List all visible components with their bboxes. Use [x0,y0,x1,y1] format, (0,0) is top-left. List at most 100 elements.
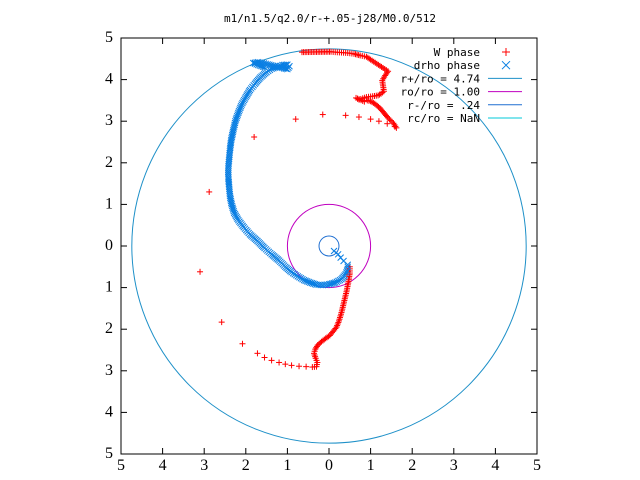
radius-circle [318,235,340,257]
w-phase-point [206,188,213,195]
w-phase-point [345,280,352,287]
drho-phase-point [335,277,342,285]
w-phase-point [239,340,246,347]
w-phase-point [389,118,396,125]
w-phase-point [342,112,349,119]
drho-phase-point [342,269,350,276]
w-phase-point [340,300,347,307]
x-tick-label: 1 [367,457,375,474]
legend-label: r+/ro = 4.74 [401,72,481,85]
w-phase-point [319,337,326,344]
drho-phase-point [229,130,236,137]
w-phase-point [366,55,373,62]
legend-swatch [502,48,510,56]
x-tick-label: 4 [159,457,167,474]
w-phase-point [324,334,331,341]
drho-phase-point [224,168,232,175]
w-phase-point [381,74,388,81]
w-phase-point [352,51,359,58]
w-phase-point [197,268,204,275]
w-phase-point [327,331,334,338]
radius-circle [286,203,372,289]
drho-phase-point [328,280,336,287]
y-tick-label: 0 [105,237,113,254]
drho-phase-point [226,187,233,194]
data-points [197,48,400,371]
w-phase-point [384,120,391,127]
w-phase-point [379,79,386,86]
drho-phase-point [323,281,331,288]
drho-phase-point [296,273,303,281]
drho-phase-point [233,112,241,120]
legend-swatch [501,60,511,70]
w-phase-point [254,350,261,357]
w-phase-point [343,290,350,297]
x-tick-label: 2 [242,457,250,474]
w-phase-point [300,49,307,56]
legend-label: drho phase [414,59,480,72]
legend-label: r-/ro = .24 [407,99,480,112]
w-phase-point [387,117,394,124]
drho-phase-point [334,250,342,258]
drho-phase-point [245,88,253,95]
w-phase-point [282,361,289,368]
x-tick-label: 1 [283,457,291,474]
drho-phase-point [343,267,351,275]
drho-phase-point [258,62,265,70]
y-tick-label: 1 [105,195,113,212]
x-tick-label: 5 [117,457,125,474]
w-phase-point [296,363,303,370]
w-phase-point [311,348,318,355]
drho-phase-point [236,104,244,112]
y-tick-label: 4 [105,403,113,420]
legend-label: ro/ro = 1.00 [401,86,480,99]
drho-phase-point [303,278,311,285]
x-tick-label: 5 [533,457,541,474]
y-tick-label: 3 [105,362,113,379]
w-phase-point [288,362,295,369]
w-phase-point [292,116,299,123]
x-tick-label: 3 [200,457,208,474]
w-phase-point [380,84,387,91]
w-phase-point [367,93,374,100]
w-phase-point [367,116,374,123]
w-phase-point [319,111,326,118]
drho-phase-point [251,60,259,68]
drho-phase-point [340,257,347,265]
w-phase-point [313,344,320,351]
y-tick-label: 4 [105,71,113,88]
w-phase-point [251,134,258,141]
w-phase-point [368,99,375,106]
drho-phase-point [275,63,283,71]
y-tick-label: 2 [105,154,113,171]
w-phase-point [261,354,268,361]
legend-label: W phase [434,46,480,59]
y-tick-label: 2 [105,320,113,337]
w-phase-point [382,112,389,119]
w-phase-point [316,340,323,347]
w-phase-point [303,363,310,370]
w-phase-point [375,61,382,68]
y-tick-label: 5 [105,445,113,462]
drho-phase-point [229,204,237,212]
legend-label: rc/ro = NaN [407,112,480,125]
w-phase-point [374,102,381,109]
drho-phase-point [236,218,243,225]
chart-title: m1/n1.5/q2.0/r-+.05-j28/M0.0/512 [224,12,436,25]
w-phase-point [276,359,283,366]
w-phase-point [378,107,385,114]
drho-phase-point [259,63,267,70]
w-phase-point [335,319,342,326]
drho-phase-point [282,65,290,73]
w-phase-point [331,326,338,333]
w-phase-point [218,319,225,326]
y-tick-label: 1 [105,279,113,296]
y-tick-label: 5 [105,29,113,46]
drho-phase-point [266,61,273,69]
drho-phase-point [231,121,238,129]
w-phase-point [337,311,344,318]
w-phase-point [355,114,362,121]
y-tick-label: 3 [105,112,113,129]
